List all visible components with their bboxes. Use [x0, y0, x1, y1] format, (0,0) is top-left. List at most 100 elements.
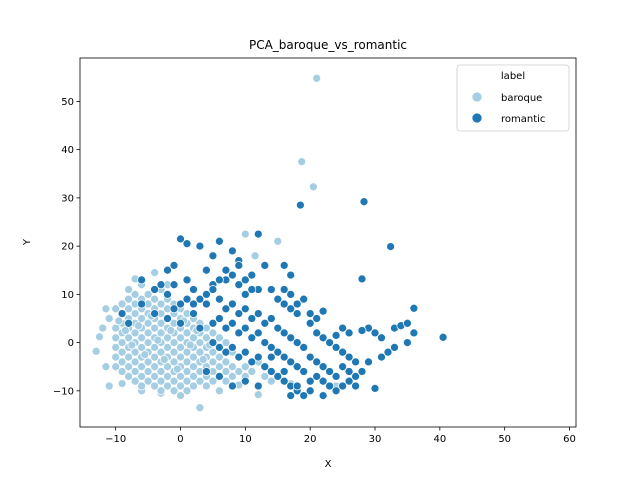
baroque-point — [198, 355, 208, 364]
romantic-point — [247, 333, 257, 343]
baroque-point — [121, 326, 130, 335]
romantic-point — [318, 333, 328, 343]
baroque-point — [124, 294, 133, 304]
x-tick-label: 20 — [304, 434, 317, 445]
baroque-point — [176, 372, 185, 381]
x-axis-label: X — [325, 459, 332, 470]
baroque-point — [176, 352, 185, 362]
romantic-point — [364, 357, 373, 367]
romantic-point — [117, 309, 127, 318]
romantic-point — [266, 285, 276, 294]
romantic-point — [150, 285, 159, 294]
romantic-point — [286, 391, 296, 400]
baroque-point — [221, 376, 231, 386]
romantic-point — [279, 285, 289, 294]
baroque-point — [169, 386, 179, 396]
baroque-point — [182, 328, 192, 338]
baroque-point — [117, 299, 127, 309]
romantic-point — [292, 381, 302, 391]
romantic-point — [169, 280, 179, 290]
romantic-point — [305, 352, 315, 362]
romantic-point — [137, 275, 146, 285]
baroque-point — [153, 335, 163, 345]
romantic-point — [325, 367, 334, 376]
romantic-point — [240, 347, 250, 357]
romantic-point — [273, 347, 283, 357]
legend-label-romantic: romantic — [501, 114, 545, 125]
baroque-point — [297, 157, 307, 167]
baroque-point — [130, 290, 140, 299]
romantic-point — [260, 261, 270, 270]
baroque-point — [124, 372, 133, 381]
baroque-point — [169, 338, 179, 347]
baroque-point — [130, 347, 140, 357]
romantic-point — [253, 309, 263, 318]
romantic-point — [163, 314, 172, 323]
romantic-point — [292, 299, 302, 309]
baroque-point — [221, 338, 231, 347]
baroque-point — [312, 73, 322, 83]
baroque-point — [166, 326, 176, 335]
baroque-point — [176, 381, 185, 391]
romantic-point — [240, 323, 250, 333]
baroque-point — [185, 340, 195, 350]
baroque-point — [117, 338, 127, 347]
romantic-point — [279, 299, 289, 309]
romantic-point — [124, 318, 133, 328]
baroque-point — [189, 372, 198, 381]
romantic-point — [221, 265, 231, 275]
romantic-point — [390, 343, 399, 352]
baroque-point — [137, 362, 146, 372]
romantic-point — [215, 275, 224, 285]
romantic-point — [253, 352, 263, 362]
baroque-point — [117, 367, 127, 376]
romantic-point — [318, 362, 328, 372]
baroque-point — [189, 352, 198, 362]
baroque-point — [111, 323, 121, 333]
romantic-point — [286, 270, 296, 280]
baroque-point — [163, 333, 172, 343]
romantic-point — [286, 304, 296, 314]
baroque-point — [124, 304, 133, 314]
romantic-point — [202, 265, 211, 275]
baroque-point — [150, 372, 159, 381]
romantic-point — [176, 299, 185, 309]
romantic-point — [189, 309, 198, 318]
y-tick-label: 30 — [61, 193, 74, 204]
romantic-point — [260, 362, 270, 372]
baroque-point — [176, 391, 185, 400]
romantic-point — [163, 290, 172, 299]
romantic-point — [331, 372, 341, 381]
romantic-point — [383, 347, 393, 357]
romantic-point — [228, 246, 237, 256]
baroque-point — [111, 304, 121, 314]
baroque-point — [111, 343, 121, 352]
romantic-point — [228, 299, 237, 309]
romantic-point — [357, 367, 367, 376]
baroque-point — [159, 355, 169, 364]
romantic-point — [182, 275, 192, 285]
romantic-point — [228, 343, 237, 352]
baroque-point — [137, 372, 146, 381]
baroque-point — [182, 367, 192, 376]
romantic-point — [169, 261, 179, 270]
romantic-point — [409, 303, 419, 313]
romantic-point — [215, 236, 224, 246]
romantic-point — [279, 328, 289, 338]
x-tick-label: −10 — [105, 434, 126, 445]
romantic-point — [228, 318, 237, 328]
romantic-point — [296, 200, 305, 210]
romantic-point — [370, 328, 380, 338]
romantic-point — [189, 299, 198, 309]
baroque-point — [156, 386, 166, 396]
romantic-point — [215, 294, 224, 304]
romantic-point — [338, 381, 347, 391]
legend-title: label — [501, 71, 525, 82]
x-tick-label: 0 — [177, 434, 183, 445]
baroque-point — [309, 182, 318, 192]
baroque-point — [156, 376, 166, 386]
baroque-point — [150, 352, 159, 362]
romantic-point — [182, 239, 192, 249]
y-tick-label: 50 — [61, 97, 74, 108]
romantic-point — [202, 299, 211, 309]
